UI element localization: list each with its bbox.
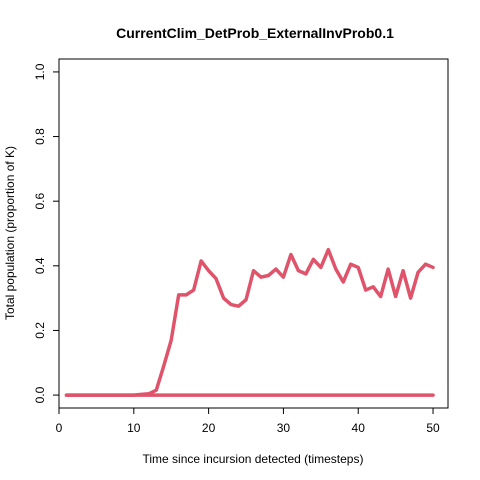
plot-frame	[58, 58, 449, 409]
chart-title: CurrentClim_DetProb_ExternalInvProb0.1	[116, 25, 394, 41]
x-tick-label: 20	[202, 421, 216, 435]
x-axis-label: Time since incursion detected (timesteps…	[143, 452, 364, 466]
series-line-1	[64, 247, 435, 397]
x-axis: 0 10 20 30 40 50	[56, 408, 440, 435]
x-tick-label: 50	[426, 421, 440, 435]
y-axis-label: Total population (proportion of K)	[3, 146, 17, 320]
y-tick-label: 0.4	[33, 257, 47, 274]
x-tick-label: 0	[56, 421, 63, 435]
x-tick-label: 30	[277, 421, 291, 435]
x-tick-label: 40	[352, 421, 366, 435]
y-tick-label: 0.8	[33, 128, 47, 145]
x-tick-label: 10	[127, 421, 141, 435]
y-tick-label: 0.0	[33, 386, 47, 403]
series-group	[64, 247, 435, 397]
y-tick-label: 0.6	[33, 193, 47, 210]
y-tick-label: 1.0	[33, 63, 47, 80]
y-tick-label: 0.2	[33, 322, 47, 339]
y-axis: 0.0 0.2 0.4 0.6 0.8 1.0	[33, 63, 59, 403]
